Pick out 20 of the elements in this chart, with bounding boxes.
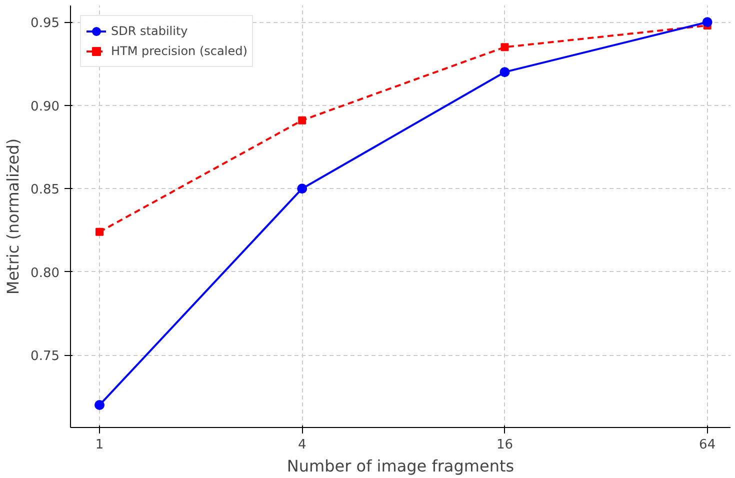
point [298, 116, 306, 124]
x-tick-label: 1 [95, 438, 104, 452]
legend-label: SDR stability [111, 24, 188, 38]
point [94, 400, 105, 410]
point [500, 67, 510, 78]
y-tick-label: 0.95 [30, 16, 60, 32]
legend-label: HTM precision (scaled) [111, 44, 248, 58]
x-tick-label: 4 [298, 438, 306, 452]
point [702, 17, 712, 28]
x-tick-label: 64 [699, 438, 716, 452]
x-tick-label: 16 [496, 438, 513, 452]
y-tick-label: 0.80 [30, 266, 60, 281]
point [500, 43, 509, 52]
y-tick-label: 0.75 [30, 349, 60, 364]
y-tick-label: 0.90 [30, 99, 60, 114]
point [297, 184, 308, 194]
y-tick-label: 0.85 [30, 182, 60, 198]
point [96, 228, 104, 236]
x-axis-title: Number of image fragments [286, 456, 514, 476]
y-axis-title: Metric (normalized) [4, 138, 23, 295]
